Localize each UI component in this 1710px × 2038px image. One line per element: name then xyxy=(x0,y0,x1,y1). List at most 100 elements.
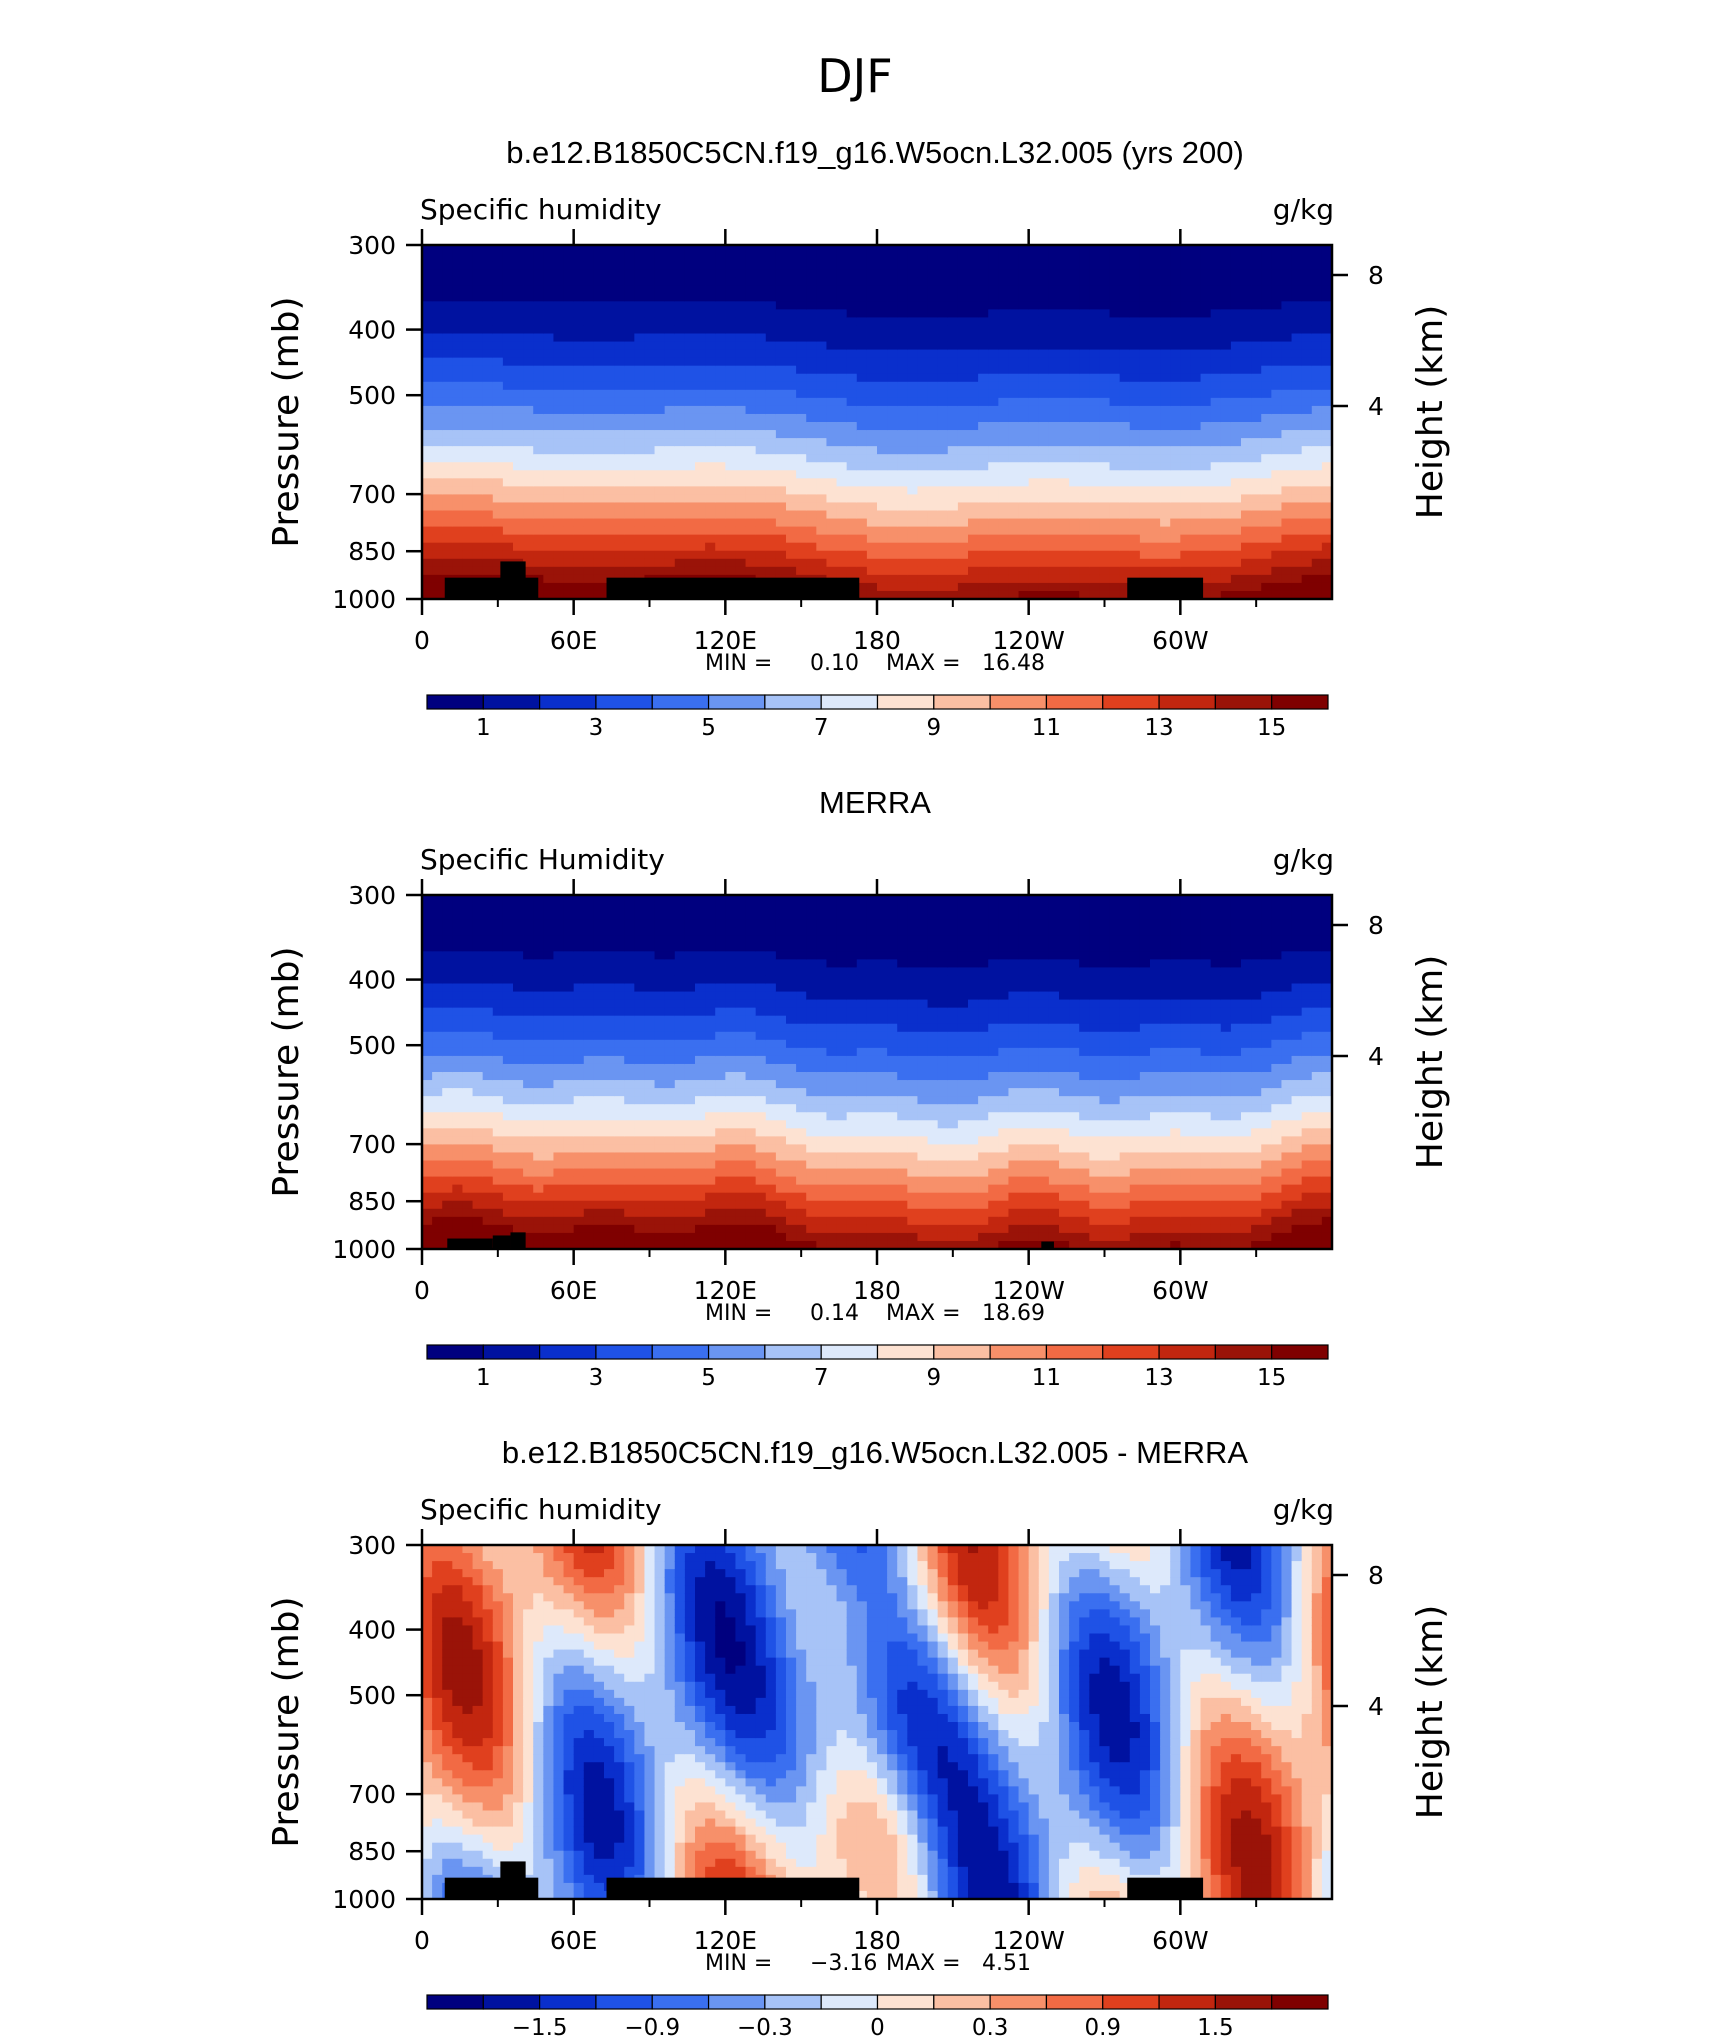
contour-cell xyxy=(523,277,534,286)
contour-cell xyxy=(957,494,969,504)
contour-cell xyxy=(988,454,999,463)
contour-cell xyxy=(583,365,595,375)
contour-cell xyxy=(1271,590,1283,599)
contour-cell xyxy=(1291,309,1303,319)
x-tick-label: 120W xyxy=(992,626,1064,655)
contour-cell xyxy=(513,277,524,286)
contour-cell xyxy=(897,462,908,471)
contour-cell xyxy=(1099,510,1111,520)
contour-cell xyxy=(866,325,878,335)
contour-cell xyxy=(634,486,646,496)
contour-cell xyxy=(513,1144,524,1154)
contour-cell xyxy=(1321,494,1332,504)
contour-cell xyxy=(553,959,565,969)
contour-cell xyxy=(634,462,646,471)
contour-cell xyxy=(684,462,696,471)
contour-cell xyxy=(502,991,514,1001)
contour-cell xyxy=(1321,486,1332,496)
contour-cell xyxy=(1251,494,1262,504)
contour-cell xyxy=(442,1096,453,1105)
contour-cell xyxy=(947,285,959,294)
contour-cell xyxy=(513,935,524,944)
contour-cell xyxy=(502,494,514,504)
contour-cell xyxy=(1210,446,1222,455)
contour-cell xyxy=(614,430,625,439)
contour-cell xyxy=(1099,325,1111,335)
contour-cell xyxy=(1079,542,1090,552)
contour-cell xyxy=(1160,397,1171,407)
y-tick-label: 1000 xyxy=(332,585,396,614)
contour-cell xyxy=(705,518,716,528)
contour-cell xyxy=(836,550,848,560)
contour-cell xyxy=(543,1216,555,1226)
contour-cell xyxy=(442,1208,453,1218)
contour-cell xyxy=(553,1144,565,1154)
contour-cell xyxy=(725,526,737,536)
contour-cell xyxy=(452,1080,464,1089)
contour-cell xyxy=(1200,430,1212,439)
contour-cell xyxy=(553,293,565,302)
contour-cell xyxy=(1079,349,1090,359)
contour-cell xyxy=(472,1200,484,1210)
contour-cell xyxy=(1129,446,1141,455)
contour-cell xyxy=(957,566,969,576)
contour-cell xyxy=(492,325,504,335)
contour-cell xyxy=(765,494,777,504)
contour-cell xyxy=(513,397,524,407)
contour-cell xyxy=(523,1063,534,1073)
contour-cell xyxy=(614,486,625,496)
contour-cell xyxy=(957,478,969,487)
contour-cell xyxy=(1129,534,1141,544)
contour-cell xyxy=(482,1112,494,1121)
contour-cell xyxy=(1220,566,1232,576)
contour-cell xyxy=(1321,446,1332,455)
contour-cell xyxy=(634,967,646,977)
contour-cell xyxy=(1271,277,1283,286)
contour-cell xyxy=(1291,405,1303,415)
contour-cell xyxy=(856,502,868,512)
contour-cell xyxy=(715,397,726,407)
contour-cell xyxy=(765,413,777,423)
contour-cell xyxy=(523,285,534,294)
contour-cell xyxy=(1180,333,1192,343)
contour-cell xyxy=(432,494,443,504)
contour-cell xyxy=(957,470,969,479)
contour-cell xyxy=(1321,325,1332,335)
contour-cell xyxy=(775,422,787,431)
contour-cell xyxy=(1301,269,1313,278)
contour-cell xyxy=(877,277,888,286)
contour-cell xyxy=(826,389,838,399)
contour-cell xyxy=(1099,574,1111,584)
contour-cell xyxy=(684,502,696,512)
contour-cell xyxy=(634,895,646,904)
contour-cell xyxy=(947,349,959,359)
contour-cell xyxy=(897,309,908,319)
contour-cell xyxy=(715,373,726,383)
contour-cell xyxy=(624,389,635,399)
contour-cell xyxy=(917,566,929,576)
contour-cell xyxy=(705,293,716,302)
contour-cell xyxy=(1220,526,1232,536)
contour-cell xyxy=(1069,470,1080,479)
contour-cell xyxy=(796,534,807,544)
contour-cell xyxy=(978,277,989,286)
contour-cell xyxy=(422,261,433,270)
contour-cell xyxy=(745,285,757,294)
contour-cell xyxy=(472,269,484,278)
contour-cell xyxy=(583,991,595,1001)
contour-cell xyxy=(432,1160,443,1170)
contour-cell xyxy=(1311,558,1323,568)
contour-cell xyxy=(1321,253,1332,262)
contour-cell xyxy=(1251,333,1262,343)
contour-cell xyxy=(1089,405,1101,415)
contour-cell xyxy=(452,1031,464,1041)
contour-cell xyxy=(816,333,828,343)
contour-cell xyxy=(432,1168,443,1178)
contour-cell xyxy=(593,951,605,960)
contour-cell xyxy=(462,1120,474,1129)
contour-cell xyxy=(462,389,474,399)
contour-cell xyxy=(573,590,585,599)
contour-cell xyxy=(684,558,696,568)
contour-cell xyxy=(968,462,979,471)
